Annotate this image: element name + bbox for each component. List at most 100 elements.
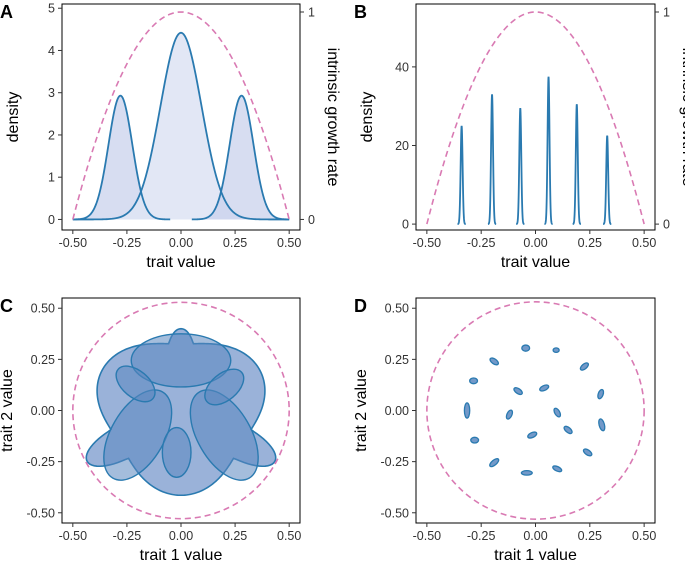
panel-a-x-axis-label: trait value — [146, 254, 215, 271]
panel-a-density-species-right — [191, 94, 290, 221]
panel-a-letter: A — [0, 2, 13, 22]
panel-a-density-species-center — [72, 31, 290, 221]
panel-a-ytick-label: 5 — [48, 2, 55, 16]
panel-b-density-spike-4 — [544, 76, 553, 225]
panel-a-growth-rate-curve — [72, 11, 290, 220]
panel-b-ytick-label: 20 — [395, 139, 409, 153]
panel-d-xtick-label: 0.00 — [523, 529, 547, 543]
panel-a-ytick-label: 2 — [48, 128, 55, 142]
panel-c-xtick-label: 0.00 — [169, 529, 193, 543]
panel-c-y-axis-label: trait 2 value — [0, 369, 16, 452]
panel-d-xtick-label: -0.50 — [413, 529, 442, 543]
panel-c-ytick-label: 0.50 — [31, 302, 55, 316]
panel-d-species-ellipse — [505, 409, 514, 420]
panel-c-x-axis-label: trait 1 value — [140, 547, 223, 564]
panel-d-xtick-label: -0.25 — [467, 529, 496, 543]
panel-b-density-spike-3 — [516, 108, 525, 225]
panel-d-species-ellipse — [563, 425, 573, 435]
panel-a-density-fill-species-left — [72, 95, 171, 220]
panel-d-species-ellipse — [553, 407, 562, 418]
panel-a-xtick-label: 0.25 — [223, 236, 247, 250]
panel-d-ytick-label: 0.00 — [385, 404, 409, 418]
panel-d-species-ellipse — [470, 436, 480, 444]
panel-d-species-ellipse — [579, 362, 590, 371]
panel-a-ytick-label: 1 — [48, 171, 55, 185]
panel-a-y2tick-label: 0 — [308, 213, 315, 227]
panel-b-y2tick-label: 1 — [663, 6, 670, 20]
panel-d-ytick-label: 0.50 — [385, 302, 409, 316]
panel-d-species-ellipse — [469, 377, 479, 385]
panel-b-xtick-label: 0.50 — [632, 236, 656, 250]
panel-b-density-spike-6 — [603, 135, 612, 225]
panel-d-ytick-label: -0.50 — [381, 506, 410, 520]
panel-d-species-ellipse — [527, 431, 538, 439]
panel-d-species-ellipse — [520, 469, 533, 476]
panel-c-species-ellipse — [115, 365, 156, 403]
panel-b-y-axis-label: density — [359, 92, 376, 143]
panel-d-species-ellipse — [463, 402, 471, 419]
panel-c-species-ellipse — [130, 333, 232, 388]
panel-c-xtick-label: -0.25 — [113, 529, 142, 543]
panel-c-xtick-label: 0.25 — [223, 529, 247, 543]
panel-b-letter: B — [354, 2, 367, 22]
panel-b-xtick-label: -0.50 — [413, 236, 442, 250]
panel-d-species-ellipse — [598, 418, 606, 432]
panel-d-x-axis-label: trait 1 value — [494, 547, 577, 564]
panel-d-species-ellipse — [489, 458, 500, 468]
panel-d-species-ellipse — [552, 465, 563, 473]
panel-c-letter: C — [0, 296, 13, 316]
panel-c-species-ellipse — [204, 368, 245, 406]
panel-c-species-ellipse — [189, 389, 259, 481]
panel-d-species-ellipse — [539, 384, 550, 392]
panel-a-density-species-left — [72, 94, 171, 221]
panel-d-xtick-label: 0.50 — [632, 529, 656, 543]
panel-a-xtick-label: 0.50 — [277, 236, 301, 250]
panel-a-xtick-label: -0.50 — [59, 236, 88, 250]
panel-c-ytick-label: -0.25 — [27, 455, 56, 469]
panel-b-y2tick-label: 0 — [663, 218, 670, 232]
panel-d-species-ellipse — [552, 347, 560, 354]
panel-c-species-ellipse — [161, 426, 192, 479]
panel-b-xtick-label: 0.00 — [523, 236, 547, 250]
panel-b-density-spike-2 — [487, 94, 497, 225]
panel-a-xtick-label: 0.00 — [169, 236, 193, 250]
panel-c-ytick-label: -0.50 — [27, 506, 56, 520]
panel-c-ytick-label: 0.25 — [31, 353, 55, 367]
panel-d-letter: D — [354, 296, 367, 316]
panel-d-species-ellipse — [597, 388, 605, 400]
panel-c-species-ellipse — [103, 389, 173, 481]
panel-a-y-axis-label: density — [5, 92, 22, 143]
panel-d-species-ellipse — [582, 448, 593, 457]
panel-b-y2-axis-label: intrinsic growth rate — [679, 48, 685, 187]
panel-a-density-fill-species-center — [72, 32, 290, 220]
panel-d-y-axis-label: trait 2 value — [353, 369, 370, 452]
panel-d-ytick-label: -0.25 — [381, 455, 410, 469]
panel-d-xtick-label: 0.25 — [578, 529, 602, 543]
panel-c-growth-boundary — [72, 301, 290, 520]
panel-a-y2-axis-label: intrinsic growth rate — [324, 48, 341, 187]
panel-b-x-axis-label: trait value — [501, 254, 570, 271]
panel-c-ytick-label: 0.00 — [31, 404, 55, 418]
panel-d-species-ellipse — [489, 357, 500, 366]
panel-b-growth-rate-curve — [426, 11, 645, 225]
panel-c-xtick-label: 0.50 — [277, 529, 301, 543]
panel-b-frame — [415, 3, 656, 231]
panel-c-xtick-label: -0.50 — [59, 529, 88, 543]
panel-d-species-ellipse — [521, 344, 531, 352]
panel-d-growth-boundary — [426, 301, 645, 520]
panel-b-ytick-label: 40 — [395, 60, 409, 74]
panel-a-ytick-label: 3 — [48, 86, 55, 100]
panel-d-species-ellipse — [513, 387, 523, 396]
panel-a-xtick-label: -0.25 — [113, 236, 142, 250]
panel-b-density-spike-1 — [457, 125, 466, 225]
panel-d-ytick-label: 0.25 — [385, 353, 409, 367]
panel-b-density-spike-5 — [572, 104, 582, 225]
panel-b-xtick-label: -0.25 — [467, 236, 496, 250]
panel-d-frame — [415, 297, 656, 524]
panel-a-ytick-label: 4 — [48, 44, 55, 58]
panel-b-ytick-label: 0 — [402, 218, 409, 232]
panel-a-density-fill-species-right — [191, 95, 290, 220]
panel-b-xtick-label: 0.25 — [578, 236, 602, 250]
panel-a-ytick-label: 0 — [48, 213, 55, 227]
